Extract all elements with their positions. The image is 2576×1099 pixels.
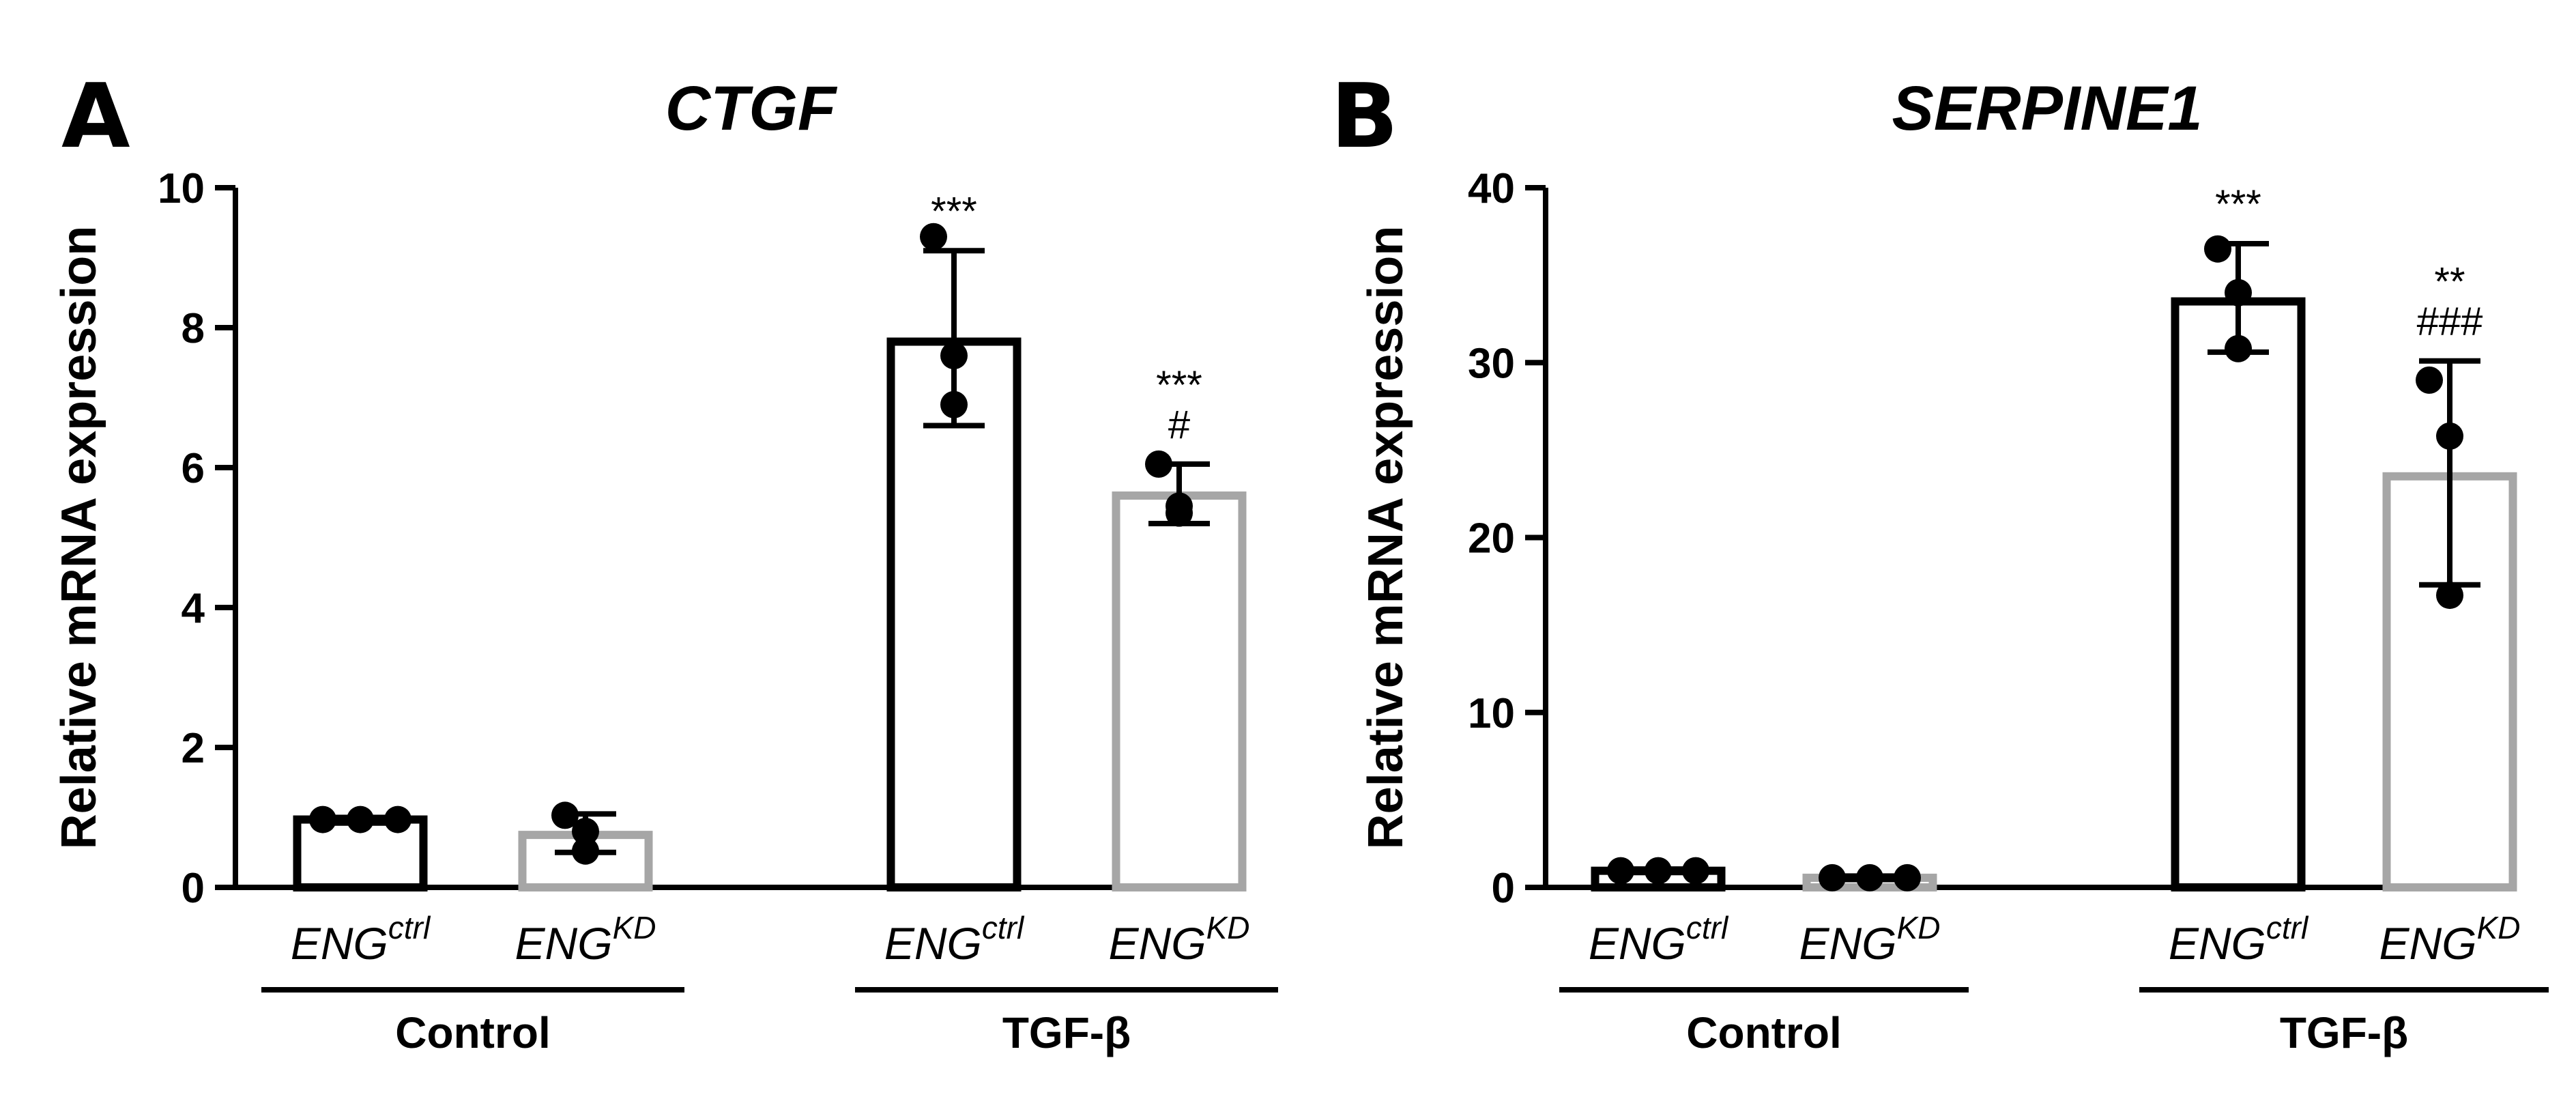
- data-point: [551, 801, 579, 829]
- data-point: [309, 805, 336, 833]
- data-point: [2225, 334, 2252, 362]
- panel-letter: A: [61, 64, 130, 168]
- data-point: [572, 818, 599, 845]
- data-point: [2225, 279, 2252, 306]
- x-tick-label: ENGctrl: [1589, 910, 1729, 969]
- chart-title: CTGF: [665, 74, 838, 143]
- data-point: [1856, 863, 1883, 891]
- y-tick-label: 20: [1468, 515, 1515, 562]
- group-label: TGF-β: [2280, 1008, 2408, 1057]
- data-point: [2416, 366, 2443, 394]
- y-axis-label: Relative mRNA expression: [1359, 226, 1413, 850]
- chart-title: SERPINE1: [1892, 74, 2202, 143]
- panel-b: B SERPINE1 Relative mRNA expression 0 10 20 30…: [1331, 64, 2549, 1057]
- y-tick-label: 40: [1468, 165, 1515, 212]
- y-tick-label: 10: [1468, 690, 1515, 737]
- panel-letter: B: [1331, 64, 1398, 168]
- significance-label: #: [1168, 403, 1190, 447]
- data-point: [2204, 235, 2231, 263]
- data-point: [1645, 857, 1672, 885]
- y-tick-label: 0: [1492, 865, 1515, 912]
- y-tick-label: 6: [182, 445, 205, 492]
- x-tick-label: ENGKD: [2379, 910, 2521, 969]
- y-tick-label: 2: [182, 725, 205, 772]
- x-tick-label: ENGctrl: [884, 910, 1025, 969]
- y-tick-label: 30: [1468, 340, 1515, 387]
- data-point: [1166, 499, 1193, 527]
- significance-label: ***: [1156, 363, 1202, 408]
- data-point: [1607, 857, 1634, 885]
- group-label: Control: [395, 1008, 551, 1057]
- x-tick-label: ENGctrl: [2169, 910, 2309, 969]
- group-label: TGF-β: [1002, 1008, 1131, 1057]
- significance-label: **: [2434, 260, 2465, 304]
- data-point: [384, 805, 411, 833]
- x-tick-label: ENGctrl: [291, 910, 431, 969]
- data-point: [2436, 582, 2463, 610]
- bar: [1112, 491, 1247, 891]
- bar: [886, 337, 1022, 891]
- data-point: [1145, 450, 1172, 478]
- significance-label: ***: [931, 189, 977, 233]
- data-point: [1894, 863, 1921, 891]
- data-point: [920, 223, 947, 251]
- data-point: [347, 805, 374, 833]
- y-tick-label: 4: [182, 585, 205, 632]
- x-tick-label: ENGKD: [1799, 910, 1941, 969]
- data-point: [572, 837, 599, 865]
- data-point: [940, 342, 968, 369]
- data-point: [940, 390, 968, 418]
- y-tick-label: 8: [182, 305, 205, 352]
- data-point: [1682, 857, 1709, 885]
- significance-label: ***: [2215, 182, 2261, 227]
- x-tick-label: ENGKD: [1109, 910, 1250, 969]
- y-axis-label: Relative mRNA expression: [52, 226, 106, 850]
- bar: [2171, 297, 2306, 891]
- y-tick-label: 10: [158, 165, 205, 212]
- y-tick-label: 0: [182, 865, 205, 912]
- group-label: Control: [1686, 1008, 1842, 1057]
- data-point: [2436, 422, 2463, 450]
- x-tick-label: ENGKD: [515, 910, 656, 969]
- data-point: [1819, 863, 1846, 891]
- panel-a: A CTGF Relative mRNA expression 0 2 4 6 8 10 ENGc…: [52, 64, 1278, 1057]
- significance-label: ###: [2417, 300, 2483, 344]
